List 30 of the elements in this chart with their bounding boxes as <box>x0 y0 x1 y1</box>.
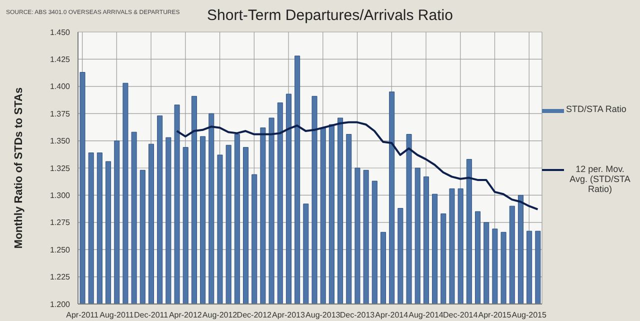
x-tick-label: Apr-2014 <box>375 310 409 320</box>
y-tick-label: 1.425 <box>50 55 71 64</box>
x-tick-label: Apr-2012 <box>168 310 202 320</box>
x-tick-label: Dec-2013 <box>340 310 376 320</box>
x-tick-label: Apr-2011 <box>66 310 99 320</box>
y-tick-label: 1.450 <box>50 28 71 37</box>
y-tick-label: 1.200 <box>50 300 71 309</box>
x-tick-label: Dec-2011 <box>134 310 169 320</box>
y-tick-label: 1.375 <box>50 109 71 118</box>
y-tick-label: 1.350 <box>50 136 71 146</box>
x-tick-label: Dec-2012 <box>236 310 272 320</box>
x-tick-label: Apr-2015 <box>478 310 512 320</box>
legend-label: STD/STA Ratio <box>566 104 626 114</box>
y-tick-label: 1.300 <box>50 191 71 200</box>
y-tick-label: 1.400 <box>50 82 71 92</box>
y-axis-title: Monthly Ratio of STDs to STAs <box>12 87 25 249</box>
chart-title: Short-Term Departures/Arrivals Ratio <box>206 7 454 24</box>
y-tick-label: 1.250 <box>50 245 71 254</box>
line-series <box>176 121 539 210</box>
y-tick-label: 1.325 <box>50 164 71 173</box>
x-tick-label: Aug-2013 <box>306 310 341 320</box>
y-tick-label: 1.225 <box>50 272 71 282</box>
x-tick-label: Aug-2015 <box>512 310 548 320</box>
x-tick-label: Aug-2011 <box>100 310 134 320</box>
x-tick-label: Aug-2014 <box>408 310 444 320</box>
x-tick-label: Aug-2012 <box>202 310 238 320</box>
y-tick-label: 1.275 <box>50 218 71 228</box>
legend-label: 12 per. Mov. Avg. (STD/STA Ratio) <box>568 164 632 194</box>
x-tick-label: Apr-2013 <box>272 310 306 320</box>
x-tick-label: Dec-2014 <box>443 310 478 320</box>
